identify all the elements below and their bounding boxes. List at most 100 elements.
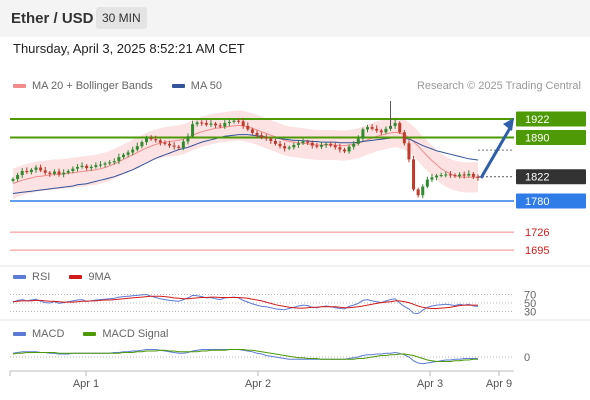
- candle-body: [287, 147, 291, 149]
- candle-body: [16, 175, 20, 180]
- candle-body: [241, 121, 245, 126]
- x-tick-label-apr-2: Apr 2: [245, 378, 271, 390]
- candle-body: [435, 175, 439, 178]
- candle-body: [292, 144, 296, 148]
- price-legend: MA 20 + Bollinger Bands MA 50: [13, 80, 241, 92]
- candle-body: [140, 142, 144, 147]
- candle-body: [168, 143, 172, 146]
- ma20-line: [12, 124, 478, 185]
- candle-body: [301, 141, 305, 144]
- candle-body: [98, 164, 102, 166]
- level-label-1780: 1780: [525, 196, 549, 208]
- candle-body: [149, 138, 153, 140]
- rsi-legend: RSI 9MA: [13, 271, 130, 283]
- rsi-line: [12, 293, 479, 315]
- candle-body: [126, 152, 130, 155]
- candle-body: [315, 145, 319, 147]
- candle-body: [250, 129, 254, 133]
- rsi-9ma-line: [12, 295, 478, 309]
- level-label-1726: 1726: [525, 227, 549, 239]
- level-label-1822: 1822: [525, 172, 549, 184]
- candle-body: [232, 120, 236, 122]
- candle-body: [117, 157, 121, 162]
- candle-body: [34, 167, 38, 170]
- candle-body: [29, 169, 33, 173]
- candle-body: [310, 142, 314, 146]
- candle-body: [379, 130, 383, 133]
- candle-body: [223, 123, 227, 127]
- candle-body: [209, 123, 213, 125]
- x-tick-label-apr-1: Apr 1: [73, 378, 99, 390]
- candle-body: [338, 147, 342, 150]
- candle-body: [416, 189, 420, 196]
- candle-body: [462, 174, 466, 176]
- legend-macd-signal: MACD Signal: [83, 328, 168, 340]
- candle-body: [20, 170, 24, 176]
- candle-body: [103, 163, 107, 165]
- macd-signal-line: [12, 349, 478, 362]
- candle-body: [112, 161, 116, 163]
- macd-swatch-icon: [13, 332, 26, 336]
- candle-body: [25, 170, 29, 173]
- candle-body: [444, 174, 448, 176]
- level-tag-1890: [516, 129, 586, 145]
- candle-body: [306, 141, 310, 143]
- candle-body: [108, 162, 112, 164]
- source-credit: Research © 2025 Trading Central: [416, 80, 581, 92]
- candle-body: [402, 132, 406, 144]
- candle-body: [356, 138, 360, 144]
- candle-body: [476, 176, 480, 178]
- rsi-tick-30: 30: [524, 307, 536, 319]
- legend-macd-signal-label: MACD Signal: [102, 328, 169, 340]
- candle-body: [430, 177, 434, 180]
- candle-body: [255, 132, 259, 136]
- candle-body: [471, 173, 475, 177]
- timestamp: Thursday, April 3, 2025 8:52:21 AM CET: [13, 41, 245, 56]
- candle-body: [186, 136, 190, 142]
- candle-body: [333, 145, 337, 148]
- x-tick-label-apr-3: Apr 3: [417, 378, 443, 390]
- candle-body: [260, 135, 264, 138]
- macd-signal-swatch-icon: [83, 332, 97, 336]
- candle-body: [439, 175, 443, 177]
- level-label-1922: 1922: [525, 114, 549, 126]
- rsi-tick-70: 70: [524, 290, 536, 302]
- legend-macd-label: MACD: [32, 328, 65, 340]
- candle-body: [393, 123, 397, 126]
- legend-bollinger-label: MA 20 + Bollinger Bands: [32, 80, 153, 92]
- candle-body: [39, 167, 43, 171]
- candle-body: [62, 172, 66, 175]
- candle-body: [296, 143, 300, 145]
- candle-body: [458, 174, 462, 177]
- candle-body: [52, 171, 56, 174]
- candle-body: [48, 172, 52, 174]
- forecast-arrow-head-icon: [503, 118, 514, 131]
- candle-body: [71, 168, 75, 171]
- candle-body: [453, 175, 457, 177]
- rsi-swatch-icon: [13, 275, 26, 279]
- legend-bollinger: MA 20 + Bollinger Bands: [13, 80, 153, 92]
- candle-body: [329, 143, 333, 146]
- candle-body: [467, 173, 471, 176]
- candle-body: [154, 139, 158, 141]
- candle-body: [145, 138, 149, 143]
- x-tick-label-apr-9: Apr 9: [486, 378, 512, 390]
- chart-header: Ether / USD 30 MIN: [0, 0, 590, 37]
- candle-body: [214, 123, 218, 126]
- level-tag-1922: [516, 111, 586, 127]
- candle-body: [407, 143, 411, 160]
- candle-body: [352, 143, 356, 147]
- interval-button[interactable]: 30 MIN: [96, 7, 147, 29]
- candle-body: [158, 140, 162, 143]
- candle-body: [370, 127, 374, 129]
- instrument-title: Ether / USD: [11, 10, 94, 27]
- candle-body: [342, 149, 346, 152]
- bollinger-swatch-icon: [13, 84, 26, 88]
- candle-body: [269, 138, 273, 141]
- legend-rsi: RSI: [13, 271, 50, 283]
- candle-body: [57, 171, 61, 175]
- candle-body: [278, 143, 282, 147]
- candle-body: [11, 179, 15, 181]
- candle-body: [227, 121, 231, 124]
